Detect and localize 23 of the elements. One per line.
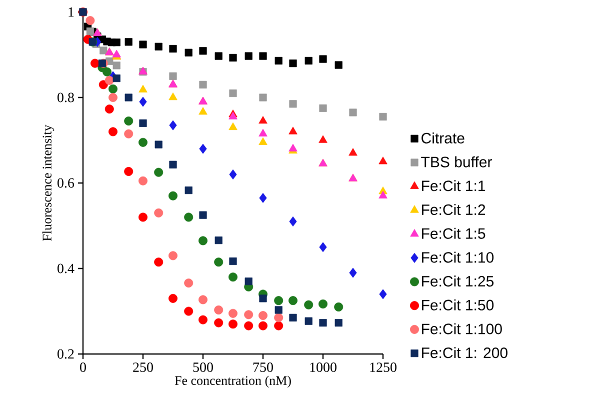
legend-label: Citrate xyxy=(422,132,464,144)
legend-label: Fe:Cit 1:5 xyxy=(422,228,486,239)
x-tick-label: 0 xyxy=(80,362,86,372)
legend-label: Fe:Cit 1:25 xyxy=(422,276,494,287)
legend-label: Fe:Cit 1:100 xyxy=(422,323,502,334)
x-tick-label: 750 xyxy=(253,362,273,372)
legend-label: Fe:Cit 1:10 xyxy=(422,252,494,263)
x-tick-label: 1250 xyxy=(370,362,396,372)
x-tick-label: 250 xyxy=(133,362,153,372)
y-tick-label: 1 xyxy=(68,7,74,17)
x-tick-label: 1000 xyxy=(310,362,336,372)
legend-label: Fe:Cit 1:50 xyxy=(422,299,494,310)
y-tick-label: 0.2 xyxy=(58,349,74,359)
y-tick-label: 0.4 xyxy=(58,264,74,274)
y-tick-label: 0.8 xyxy=(58,92,74,102)
legend-label: TBS buffer xyxy=(421,156,492,168)
y-axis-title: Fluorescence intensity xyxy=(42,124,54,241)
y-tick-label: 0.6 xyxy=(58,178,74,188)
legend-label: Fe:Cit 1:2 xyxy=(422,204,486,216)
legend-label: Fe:Cit 1: 200 xyxy=(422,347,508,358)
legend-label: Fe:Cit 1:1 xyxy=(422,180,486,192)
x-tick-label: 500 xyxy=(193,362,213,372)
x-axis-title: Fe concentration (nM) xyxy=(174,376,291,388)
